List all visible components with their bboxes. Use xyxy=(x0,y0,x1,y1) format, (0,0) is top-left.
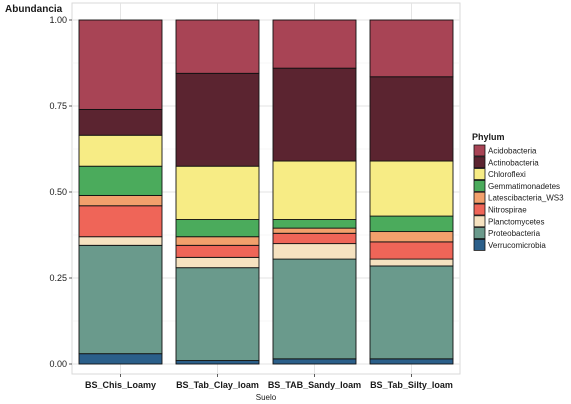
bar-segment-acidobacteria xyxy=(369,19,454,78)
legend-title: Phylum xyxy=(472,132,505,142)
y-axis-title: Abundancia xyxy=(5,4,63,15)
bar-segment-verrucomicrobia xyxy=(78,353,163,365)
legend-swatch xyxy=(473,179,486,192)
bar-segment-chloroflexi xyxy=(175,165,260,220)
bar-segment-actinobacteria xyxy=(369,76,454,162)
bar-segment-planctomycetes xyxy=(175,256,260,269)
y-tick-label: 0.50 xyxy=(49,187,67,197)
bar-segment-gemmatimonadetes xyxy=(369,215,454,233)
bar-segment-planctomycetes xyxy=(272,243,357,260)
bar-segment-gemmatimonadetes xyxy=(272,219,357,229)
y-axis: 0.00 0.25 0.50 0.75 1.00 xyxy=(49,15,72,369)
bars-group xyxy=(78,19,454,365)
bar-segment-latescibacteria-ws3 xyxy=(78,194,163,207)
legend-swatch xyxy=(473,191,486,204)
bar-segment-acidobacteria xyxy=(78,19,163,110)
bar-segment-latescibacteria-ws3 xyxy=(369,231,454,243)
bar-segment-acidobacteria xyxy=(175,19,260,74)
legend-swatch xyxy=(473,227,486,240)
bar-segment-verrucomicrobia xyxy=(175,360,260,365)
bar-segment-gemmatimonadetes xyxy=(175,219,260,238)
legend-label: Chloroflexi xyxy=(488,170,526,179)
legend-label: Latescibacteria_WS3 xyxy=(488,194,564,203)
bar-segment-verrucomicrobia xyxy=(369,358,454,365)
bar-segment-actinobacteria xyxy=(272,67,357,162)
bar-segment-verrucomicrobia xyxy=(272,358,357,365)
bar-segment-nitrospirae xyxy=(369,241,454,260)
bar-segment-proteobacteria xyxy=(78,244,163,355)
x-tick-label: BS_Tab_Silty_loam xyxy=(370,380,453,390)
bar-segment-nitrospirae xyxy=(272,232,357,245)
bar-segment-proteobacteria xyxy=(272,258,357,360)
legend-swatch xyxy=(473,238,486,251)
bar-segment-actinobacteria xyxy=(175,72,260,167)
legend: Phylum Acidobacteria Actinobacteria Chloro… xyxy=(472,132,564,251)
bar-segment-gemmatimonadetes xyxy=(78,165,163,196)
legend-label: Acidobacteria xyxy=(488,147,537,156)
legend-swatch xyxy=(473,215,486,228)
x-axis: BS_Chis_Loamy BS_Tab_Clay_loam BS_TAB_Sand… xyxy=(85,374,453,390)
bar-segment-nitrospirae xyxy=(175,244,260,258)
x-tick-label: BS_Tab_Clay_loam xyxy=(176,380,259,390)
bar-segment-actinobacteria xyxy=(78,108,163,136)
bar-segment-proteobacteria xyxy=(369,265,454,360)
legend-label: Verrucomicrobia xyxy=(488,241,546,250)
y-tick-label: 0.75 xyxy=(49,101,67,111)
y-tick-label: 1.00 xyxy=(49,15,67,25)
bar-segment-proteobacteria xyxy=(175,267,260,362)
legend-label: Proteobacteria xyxy=(488,229,541,238)
legend-label: Planctomycetes xyxy=(488,217,544,226)
bar-segment-latescibacteria-ws3 xyxy=(175,236,260,246)
x-axis-title: Suelo xyxy=(256,393,277,402)
bar-segment-chloroflexi xyxy=(78,134,163,167)
y-tick-label: 0.25 xyxy=(49,273,67,283)
bar-segment-chloroflexi xyxy=(369,160,454,217)
bar-segment-chloroflexi xyxy=(272,160,357,220)
legend-swatch xyxy=(473,144,486,157)
y-tick-label: 0.00 xyxy=(49,359,67,369)
legend-swatch xyxy=(473,168,486,181)
bar-segment-nitrospirae xyxy=(78,205,163,238)
bar-segment-latescibacteria-ws3 xyxy=(272,227,357,234)
bar-segment-planctomycetes xyxy=(369,258,454,267)
bar-segment-planctomycetes xyxy=(78,236,163,246)
legend-swatch xyxy=(473,203,486,216)
bar-segment-acidobacteria xyxy=(272,19,357,69)
x-tick-label: BS_TAB_Sandy_loam xyxy=(268,380,361,390)
legend-swatch xyxy=(473,156,486,169)
x-tick-label: BS_Chis_Loamy xyxy=(85,380,156,390)
legend-label: Gemmatimonadetes xyxy=(488,182,560,191)
legend-label: Nitrospirae xyxy=(488,206,527,215)
legend-label: Actinobacteria xyxy=(488,158,539,167)
